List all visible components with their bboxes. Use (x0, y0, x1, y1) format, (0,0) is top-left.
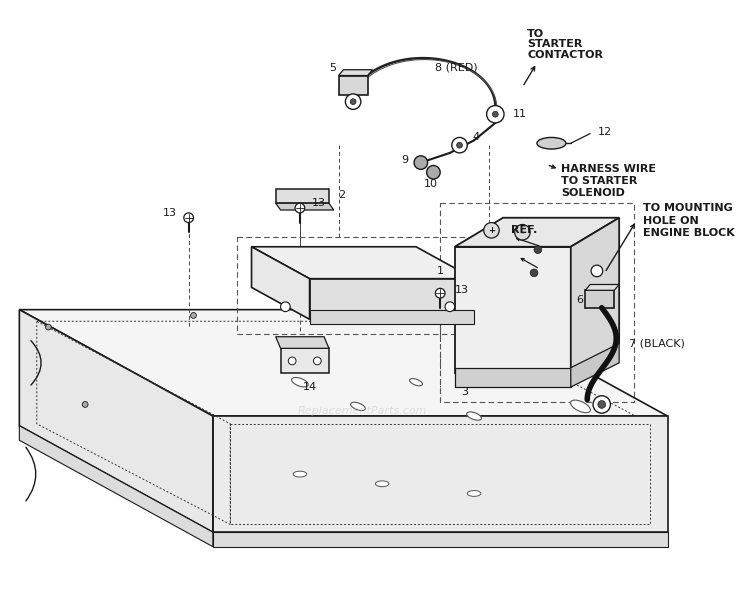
Polygon shape (571, 218, 620, 373)
Ellipse shape (537, 138, 566, 149)
Circle shape (445, 302, 454, 312)
Ellipse shape (293, 471, 307, 477)
Polygon shape (338, 70, 373, 75)
Ellipse shape (292, 377, 308, 387)
Circle shape (184, 213, 194, 222)
Text: ENGINE BLOCK: ENGINE BLOCK (644, 228, 735, 238)
Text: 13: 13 (163, 208, 177, 218)
Circle shape (82, 401, 88, 407)
Circle shape (493, 111, 498, 117)
Polygon shape (276, 189, 329, 203)
Circle shape (295, 203, 304, 213)
Text: REF.: REF. (511, 225, 537, 235)
Polygon shape (338, 75, 368, 95)
Ellipse shape (466, 412, 482, 420)
Text: HOLE ON: HOLE ON (644, 216, 699, 225)
Circle shape (487, 105, 504, 123)
Polygon shape (585, 285, 620, 290)
Text: 10: 10 (424, 179, 437, 189)
Circle shape (598, 401, 605, 408)
Polygon shape (213, 416, 668, 532)
Circle shape (534, 246, 542, 254)
Ellipse shape (467, 490, 481, 496)
Polygon shape (20, 426, 213, 547)
Ellipse shape (410, 379, 422, 386)
Polygon shape (571, 343, 620, 387)
Circle shape (484, 222, 500, 238)
Polygon shape (276, 203, 334, 210)
Circle shape (314, 357, 321, 365)
Circle shape (288, 357, 296, 365)
Text: 9: 9 (401, 155, 408, 164)
Circle shape (514, 224, 530, 240)
Circle shape (427, 166, 440, 179)
Text: HARNESS WIRE: HARNESS WIRE (561, 164, 656, 175)
Polygon shape (251, 247, 310, 319)
Circle shape (46, 324, 51, 330)
Text: 1: 1 (436, 266, 444, 276)
Polygon shape (20, 310, 668, 416)
Text: 8 (RED): 8 (RED) (435, 63, 478, 73)
Circle shape (452, 138, 467, 153)
Text: TO: TO (527, 29, 544, 39)
Text: TO STARTER: TO STARTER (561, 176, 638, 186)
Text: 14: 14 (302, 382, 316, 392)
Circle shape (280, 302, 290, 312)
Circle shape (591, 265, 603, 277)
Polygon shape (20, 310, 213, 532)
Polygon shape (280, 349, 329, 373)
Text: 11: 11 (513, 109, 526, 119)
Text: ReplacementParts.com: ReplacementParts.com (298, 406, 427, 416)
Text: SOLENOID: SOLENOID (561, 188, 625, 197)
Text: STARTER: STARTER (527, 39, 583, 48)
Text: 3: 3 (460, 387, 468, 397)
Ellipse shape (571, 400, 590, 413)
Polygon shape (310, 310, 474, 324)
Text: -: - (520, 227, 524, 237)
Polygon shape (454, 247, 571, 373)
Circle shape (345, 94, 361, 109)
Circle shape (530, 269, 538, 277)
Circle shape (350, 99, 356, 105)
Polygon shape (454, 218, 620, 247)
Text: 12: 12 (598, 127, 612, 136)
Text: 7 (BLACK): 7 (BLACK) (628, 338, 685, 349)
Text: 4: 4 (472, 132, 479, 142)
Polygon shape (454, 368, 571, 387)
Circle shape (190, 313, 196, 318)
Circle shape (435, 288, 445, 298)
Text: 13: 13 (311, 198, 326, 208)
Circle shape (414, 156, 428, 169)
Polygon shape (251, 247, 474, 279)
Ellipse shape (350, 402, 365, 410)
Text: +: + (488, 226, 495, 235)
Text: 2: 2 (338, 191, 346, 200)
Ellipse shape (375, 481, 389, 487)
Text: 5: 5 (330, 63, 337, 73)
Text: 6: 6 (576, 295, 584, 305)
Polygon shape (585, 290, 614, 308)
Text: 13: 13 (454, 285, 469, 295)
Circle shape (593, 396, 610, 413)
Circle shape (457, 142, 463, 148)
Circle shape (437, 313, 443, 318)
Polygon shape (276, 337, 329, 349)
Text: CONTACTOR: CONTACTOR (527, 50, 603, 60)
Polygon shape (213, 532, 668, 547)
Polygon shape (310, 279, 474, 319)
Text: TO MOUNTING: TO MOUNTING (644, 203, 733, 213)
